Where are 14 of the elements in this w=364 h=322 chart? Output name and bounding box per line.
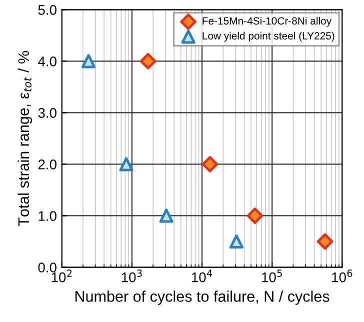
x-axis-title: Number of cycles to failure, N / cycles	[76, 290, 330, 305]
y-tick-label: 4.0	[38, 56, 56, 66]
x-tick-label: 10$^{5}$	[262, 270, 282, 282]
y-axis-title: Total strain range, ε$_{tot}$ / %	[18, 51, 32, 226]
x-tick-label: 10$^{4}$	[192, 270, 212, 282]
x-tick-label: 10$^{3}$	[122, 270, 142, 282]
x-tick-label: 10$^{6}$	[332, 270, 352, 282]
y-tick-label: 1.0	[38, 211, 56, 221]
y-tick-label: 2.0	[38, 160, 56, 170]
legend-label: Low yield point steel (LY225)	[202, 32, 334, 42]
y-tick-label: 3.0	[38, 108, 56, 118]
legend-label: Fe-15Mn-4Si-10Cr-8Ni alloy	[202, 16, 332, 27]
y-tick-label: 0.0	[38, 262, 56, 272]
y-tick-label: 5.0	[38, 4, 56, 15]
